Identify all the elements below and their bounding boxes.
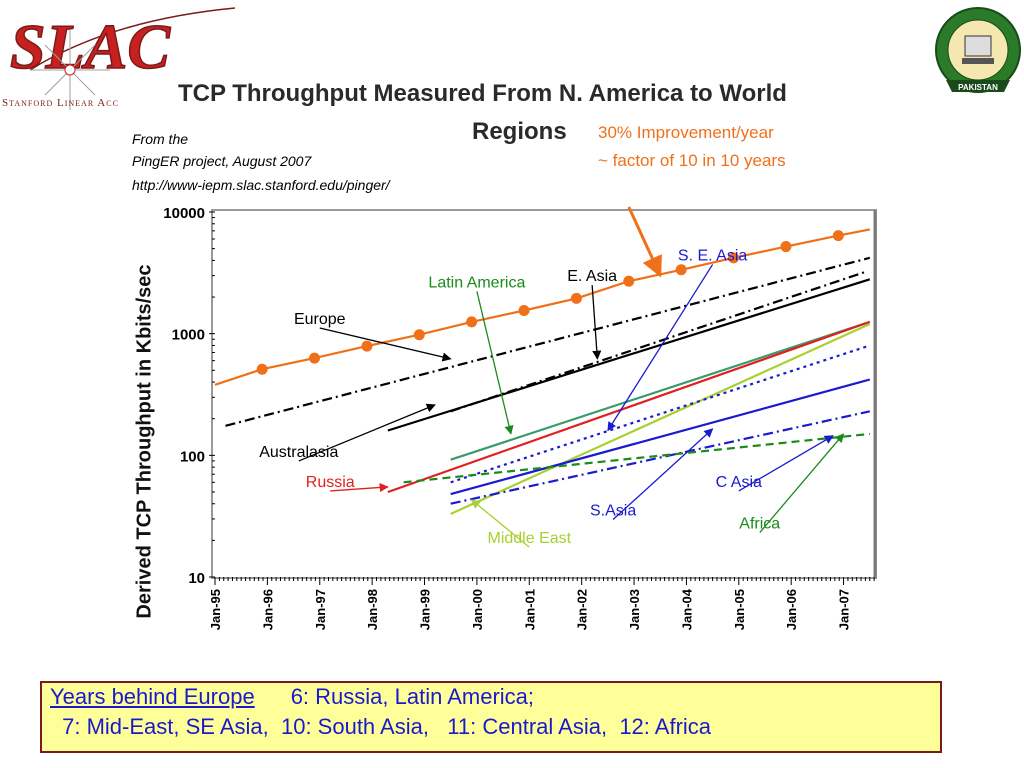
x-tick-label: Jan-97 [313, 589, 328, 630]
x-tick-label: Jan-01 [522, 589, 537, 630]
footer-line1: Years behind Europe 6: Russia, Latin Amer… [50, 684, 534, 710]
x-tick-label: Jan-05 [732, 589, 747, 630]
data-point [570, 292, 582, 304]
data-point [256, 363, 268, 375]
y-tick-label: 1000 [172, 327, 205, 344]
series-line [387, 320, 871, 494]
data-point [623, 275, 635, 287]
series-line [387, 278, 871, 432]
seal-text: PAKISTAN [958, 83, 998, 92]
series-annotation: Africa [739, 516, 780, 533]
chart-title-line1: TCP Throughput Measured From N. America … [178, 80, 787, 107]
data-point [832, 230, 844, 242]
y-tick-label: 10 [188, 570, 205, 587]
annotation-arrow [591, 285, 602, 360]
slac-logo: SLAC [9, 7, 236, 110]
data-point [728, 252, 740, 264]
x-tick-label: Jan-98 [365, 589, 380, 630]
x-tick-label: Jan-07 [837, 589, 852, 630]
x-tick-label: Jan-02 [575, 589, 590, 630]
annotation-arrow [298, 403, 436, 462]
source-line1: From the [132, 131, 189, 147]
factor-note: ~ factor of 10 in 10 years [598, 151, 786, 170]
series-line [450, 378, 871, 496]
logo-text: SLAC [10, 11, 171, 82]
series-annotation: Latin America [428, 274, 525, 291]
data-point [518, 305, 530, 317]
series-annotation: Europe [294, 311, 346, 328]
logo-subtitle: Stanford Linear Acc [2, 97, 119, 109]
x-tick-label: Jan-99 [418, 589, 433, 630]
series-annotation: Australasia [259, 444, 338, 461]
x-tick-label: Jan-04 [679, 588, 694, 630]
data-point [675, 264, 687, 276]
series-line [450, 271, 865, 413]
footer-heading: Years behind Europe [50, 684, 255, 709]
series-line [403, 432, 870, 484]
footer-line2: 7: Mid-East, SE Asia, 10: South Asia, 11… [56, 714, 712, 739]
series-line [450, 320, 871, 461]
data-point [413, 329, 425, 341]
annotation-arrow [612, 428, 714, 521]
annotation-arrow [627, 206, 662, 278]
source-url: http://www-iepm.slac.stanford.edu/pinger… [132, 177, 390, 193]
throughput-chart: 10 100 1000 10000 Jan-95 Jan-96 Jan-97 Jan-98 Ja… [163, 205, 877, 630]
series-annotation: Middle East [487, 530, 571, 547]
series-line [214, 228, 871, 386]
x-tick-label: Jan-00 [470, 589, 485, 630]
x-tick-label: Jan-95 [208, 589, 223, 630]
x-tick-label: Jan-96 [260, 589, 275, 630]
series-annotation: S. E. Asia [678, 247, 747, 264]
annotation-arrow [759, 433, 845, 534]
series-line [450, 322, 871, 515]
improvement-note: 30% Improvement/year [598, 123, 774, 142]
data-point [309, 352, 321, 364]
series-annotation: S.Asia [590, 503, 636, 520]
footer-line1-text: 6: Russia, Latin America; [290, 684, 535, 709]
annotation-arrow [330, 482, 389, 493]
series-line [225, 256, 871, 427]
y-tick-label: 10000 [163, 205, 205, 222]
annotation-arrow [470, 499, 530, 548]
annotation-arrow [476, 291, 514, 435]
x-tick-label: Jan-06 [784, 589, 799, 630]
series-annotation: E. Asia [567, 268, 617, 285]
x-tick-label: Jan-03 [627, 589, 642, 630]
university-seal-icon: PAKISTAN [935, 7, 1021, 93]
data-point [780, 241, 792, 253]
years-behind-box [40, 681, 942, 753]
data-point [361, 340, 373, 352]
series-line [450, 410, 871, 505]
annotation-arrow [738, 435, 834, 492]
chart-title-line2: Regions [472, 118, 567, 145]
source-line2: PingER project, August 2007 [132, 153, 312, 169]
series-annotation: C Asia [716, 474, 762, 491]
data-point [466, 316, 478, 328]
series-annotation: Russia [306, 474, 355, 491]
annotation-arrow [319, 327, 452, 362]
annotation-arrow [607, 264, 714, 432]
y-tick-label: 100 [180, 448, 205, 465]
